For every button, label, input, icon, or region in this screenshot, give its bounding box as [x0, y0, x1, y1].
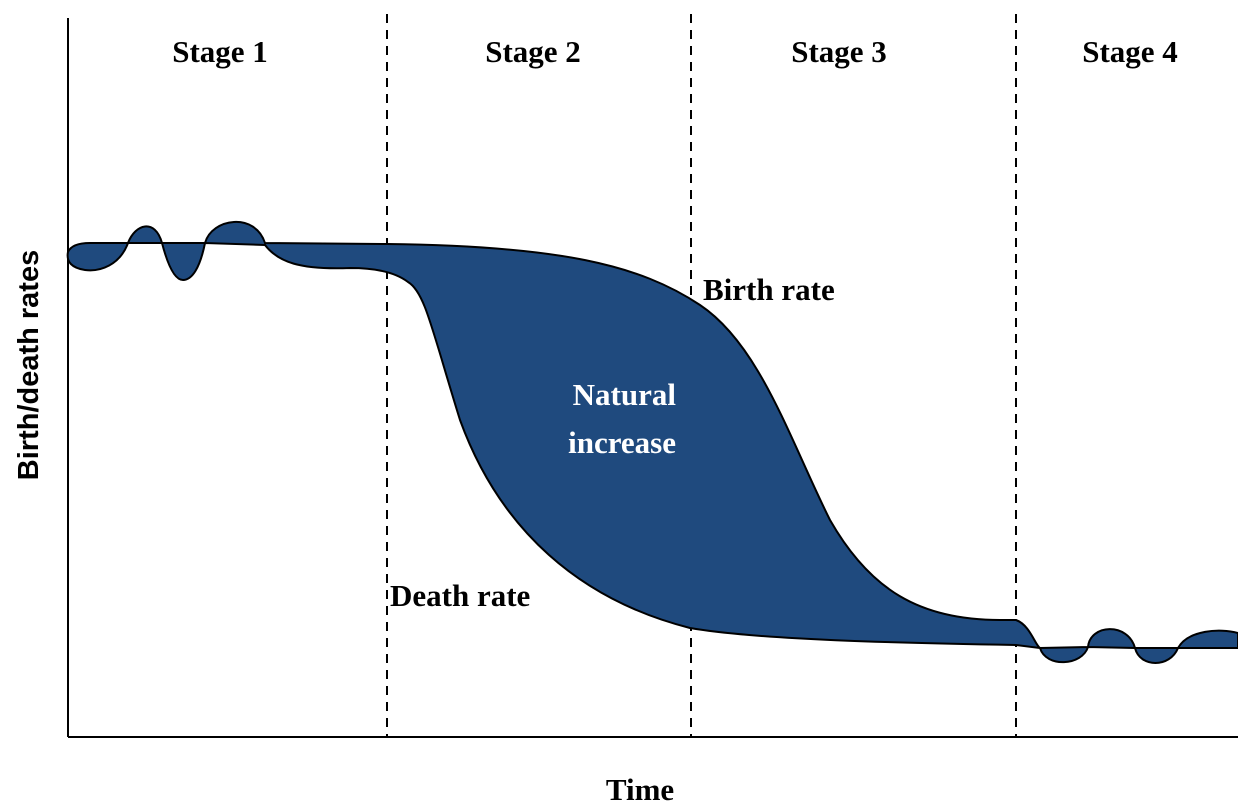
stage-label: Stage 1 — [172, 34, 268, 69]
stage-labels: Stage 1 Stage 2 Stage 3 Stage 4 — [172, 34, 1178, 69]
stage-dividers — [386, 14, 1017, 737]
natural-increase-label: increase — [568, 425, 676, 460]
natural-increase-label: Natural — [573, 377, 677, 412]
y-axis-label: Birth/death rates — [13, 250, 45, 480]
stage-label: Stage 4 — [1082, 34, 1178, 69]
stage-label: Stage 2 — [485, 34, 581, 69]
x-axis-label: Time — [606, 772, 674, 803]
natural-increase-area — [66, 220, 1238, 664]
stage-label: Stage 3 — [791, 34, 887, 69]
death-rate-label: Death rate — [390, 578, 530, 613]
birth-rate-label: Birth rate — [703, 272, 835, 307]
